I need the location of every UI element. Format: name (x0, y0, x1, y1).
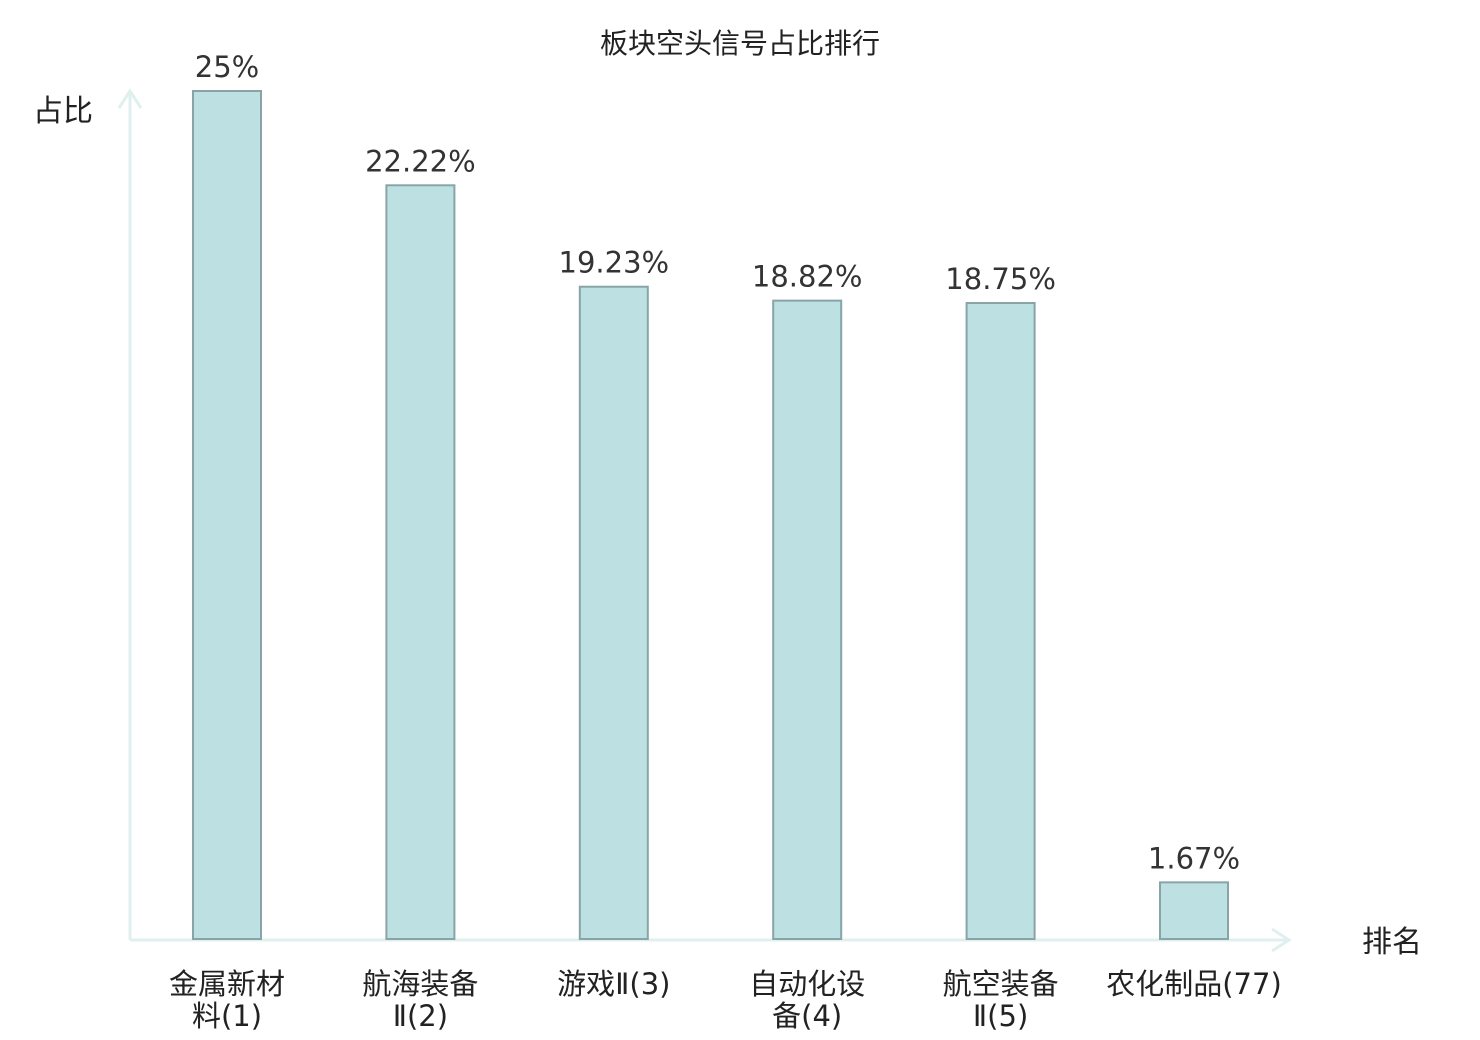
category-tick-label: Ⅱ(5) (973, 999, 1028, 1033)
value-labels: 25% 22.22% 19.23% 18.82% 18.75% 1.67% (195, 50, 1240, 875)
category-tick-label: 航海装备 (362, 967, 478, 1001)
bar (192, 90, 262, 940)
data-label: 22.22% (365, 144, 476, 178)
bar (965, 302, 1036, 940)
bar (578, 285, 649, 941)
category-tick-label: 航空装备 (943, 967, 1059, 1001)
bars (192, 90, 1229, 941)
y-axis-label: 占比 (33, 94, 93, 129)
category-tick-label: 自动化设 (749, 967, 865, 1001)
x-axis-arrow (1271, 927, 1292, 953)
bar (385, 184, 456, 940)
data-label: 19.23% (559, 246, 670, 280)
category-tick-label: 料(1) (192, 999, 262, 1033)
data-label: 18.82% (752, 260, 863, 294)
data-label: 25% (195, 50, 259, 84)
bar (1159, 881, 1229, 940)
bar (772, 299, 843, 940)
y-axis-arrow (117, 88, 143, 109)
category-tick-label: Ⅱ(2) (393, 999, 448, 1033)
category-tick-label: 备(4) (772, 999, 842, 1033)
x-axis-label: 排名 (1362, 925, 1422, 960)
data-label: 1.67% (1148, 841, 1240, 875)
chart-title: 板块空头信号占比排行 (600, 27, 880, 60)
category-tick-label: 金属新材 (169, 967, 285, 1001)
category-tick-label: 游戏Ⅱ(3) (557, 967, 670, 1001)
category-tick-label: 农化制品(77) (1106, 967, 1282, 1001)
axes (117, 88, 1292, 953)
data-label: 18.75% (945, 262, 1056, 296)
